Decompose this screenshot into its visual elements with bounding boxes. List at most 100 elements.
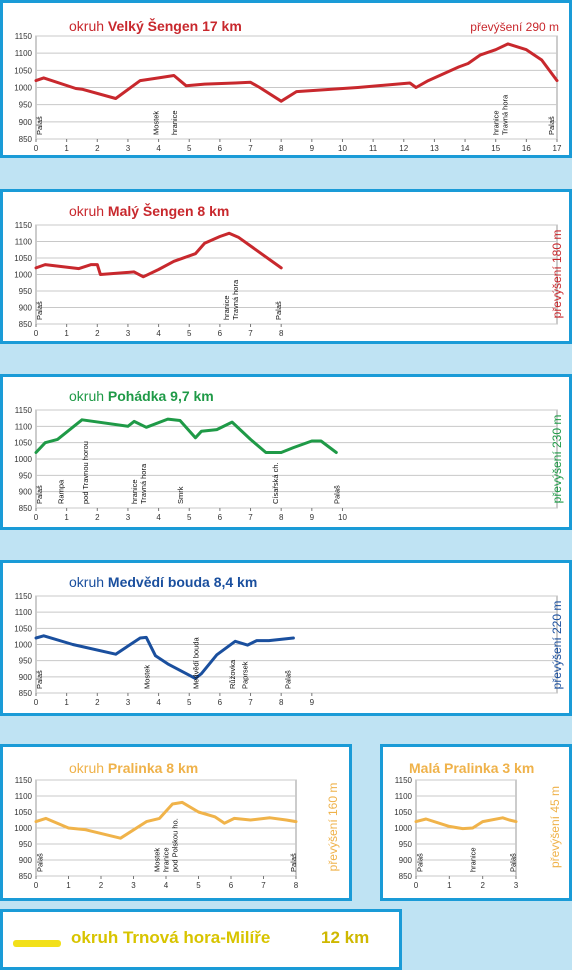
elevation-series-line xyxy=(34,800,298,840)
x-tick-label: 4 xyxy=(156,144,161,153)
x-tick-label: 6 xyxy=(218,329,223,338)
place-label: hranice xyxy=(170,110,179,135)
y-tick-label: 950 xyxy=(19,287,33,296)
chart-panel-mala-pralinka: 850 900 950 1000 1050 1100 1150 0 1 2 3 Palaš hranic… xyxy=(380,744,572,901)
x-tick-label: 3 xyxy=(126,698,131,707)
chart-mala-pralinka: 850 900 950 1000 1050 1100 1150 0 1 2 3 Palaš hranic… xyxy=(394,760,562,890)
x-tick-label: 3 xyxy=(126,513,131,522)
place-label: Palaš xyxy=(35,670,44,689)
place-label: Mostek xyxy=(152,848,161,872)
y-tick-label: 900 xyxy=(19,304,33,313)
chart-title-prefix: okruh xyxy=(69,388,108,404)
chart-panel-velky-sengen: 850 900 950 1000 1050 1100 1150 0 1 2 3 4 5 6 7 8 9 10 11 1… xyxy=(0,0,572,158)
y-tick-label: 1050 xyxy=(14,439,32,448)
elevation-series-line xyxy=(34,231,283,279)
elevation-gain-label: převýšení 290 m xyxy=(470,20,559,34)
place-label: Smrk xyxy=(176,486,185,504)
chart-title-name: Pralinka 8 km xyxy=(108,760,198,776)
y-tick-label: 850 xyxy=(19,320,33,329)
x-tick-label: 1 xyxy=(64,144,69,153)
y-tick-label: 1050 xyxy=(14,66,32,75)
x-tick-label: 17 xyxy=(553,144,562,153)
x-tick-label: 7 xyxy=(248,144,253,153)
place-label: Palaš xyxy=(35,116,44,135)
y-tick-label: 1000 xyxy=(14,84,32,93)
y-tick-label: 950 xyxy=(19,840,33,849)
elevation-gain-label: převýšení 180 m xyxy=(550,230,564,319)
y-tick-label: 850 xyxy=(19,872,33,881)
place-label: Palaš xyxy=(274,301,283,320)
y-tick-label: 1100 xyxy=(395,792,413,801)
x-tick-label: 0 xyxy=(34,881,39,890)
x-tick-label: 8 xyxy=(279,144,284,153)
place-label: Palaš xyxy=(283,670,292,689)
chart-panel-pohadka: 850 900 950 1000 1050 1100 1150 0 1 2 3 4 5 6 7 8 9 10 Pal… xyxy=(0,374,572,530)
place-label: Palaš xyxy=(509,853,518,872)
y-tick-label: 1100 xyxy=(15,49,33,58)
chart-pohadka: 850 900 950 1000 1050 1100 1150 0 1 2 3 4 5 6 7 8 9 10 Pal… xyxy=(14,388,564,522)
x-tick-label: 3 xyxy=(514,881,519,890)
chart-title-name: Velký Šengen 17 km xyxy=(108,17,242,34)
chart-title-prefix: okruh xyxy=(69,760,108,776)
legend-panel: okruh Trnová hora-Milíře 12 km xyxy=(0,909,402,970)
x-tick-label: 2 xyxy=(95,329,100,338)
legend-km: 12 km xyxy=(321,928,370,947)
place-label: Travná hora xyxy=(231,279,240,320)
x-tick-label: 5 xyxy=(187,513,192,522)
chart-title-name: Medvědí bouda 8,4 km xyxy=(108,574,257,590)
y-tick-label: 1150 xyxy=(15,776,33,785)
place-label: hranice xyxy=(492,110,501,135)
place-label: Palaš xyxy=(289,853,298,872)
y-tick-label: 1000 xyxy=(14,824,32,833)
chart-panel-medvedi-bouda: 850 900 950 1000 1050 1100 1150 0 1 2 3 4 5 6 7 8 9 Palaš… xyxy=(0,560,572,716)
x-tick-label: 14 xyxy=(461,144,470,153)
y-tick-label: 1150 xyxy=(15,406,33,415)
chart-title-prefix: okruh xyxy=(69,203,108,219)
place-label: Mostek xyxy=(142,665,151,689)
legend-title: okruh Trnová hora-Milíře xyxy=(71,928,271,947)
x-tick-label: 0 xyxy=(34,329,39,338)
chart-title: okruh Pralinka 8 km xyxy=(69,760,198,776)
x-tick-label: 10 xyxy=(338,144,347,153)
x-tick-label: 6 xyxy=(218,144,223,153)
chart-title-prefix: okruh xyxy=(69,18,108,34)
place-label: Palaš xyxy=(547,116,556,135)
x-tick-label: 2 xyxy=(480,881,485,890)
place-label: Mostek xyxy=(152,111,161,135)
y-tick-label: 1100 xyxy=(15,608,33,617)
y-tick-label: 1150 xyxy=(395,776,413,785)
x-tick-label: 3 xyxy=(131,881,136,890)
x-tick-label: 4 xyxy=(156,698,161,707)
y-tick-label: 1150 xyxy=(15,221,33,230)
x-tick-label: 7 xyxy=(248,513,253,522)
x-tick-label: 5 xyxy=(187,698,192,707)
x-tick-label: 0 xyxy=(414,881,419,890)
place-label: Císařská ch. xyxy=(271,462,280,504)
chart-title-name: Malý Šengen 8 km xyxy=(108,202,229,219)
chart-title: Malá Pralinka 3 km xyxy=(409,760,534,776)
x-tick-label: 6 xyxy=(218,513,223,522)
x-tick-label: 12 xyxy=(399,144,408,153)
y-tick-label: 950 xyxy=(19,101,33,110)
x-tick-label: 2 xyxy=(95,513,100,522)
x-tick-label: 11 xyxy=(369,144,378,153)
x-tick-label: 7 xyxy=(261,881,266,890)
y-tick-label: 900 xyxy=(399,856,413,865)
x-tick-label: 9 xyxy=(310,698,315,707)
x-tick-label: 1 xyxy=(64,329,69,338)
y-tick-label: 1150 xyxy=(15,592,33,601)
x-tick-label: 3 xyxy=(126,144,131,153)
x-tick-label: 9 xyxy=(310,144,315,153)
place-label: pod Travnou horou xyxy=(81,441,90,504)
x-tick-label: 2 xyxy=(95,698,100,707)
place-label: hranice xyxy=(222,295,231,320)
x-tick-label: 1 xyxy=(447,881,452,890)
x-tick-label: 2 xyxy=(95,144,100,153)
x-tick-label: 5 xyxy=(187,329,192,338)
y-tick-label: 1000 xyxy=(14,271,32,280)
chart-panel-maly-sengen: 850 900 950 1000 1050 1100 1150 0 1 2 3 4 5 6 7 8 Palaš h… xyxy=(0,189,572,344)
x-tick-label: 7 xyxy=(248,329,253,338)
x-tick-label: 1 xyxy=(64,513,69,522)
chart-title-name: Malá Pralinka 3 km xyxy=(409,760,534,776)
